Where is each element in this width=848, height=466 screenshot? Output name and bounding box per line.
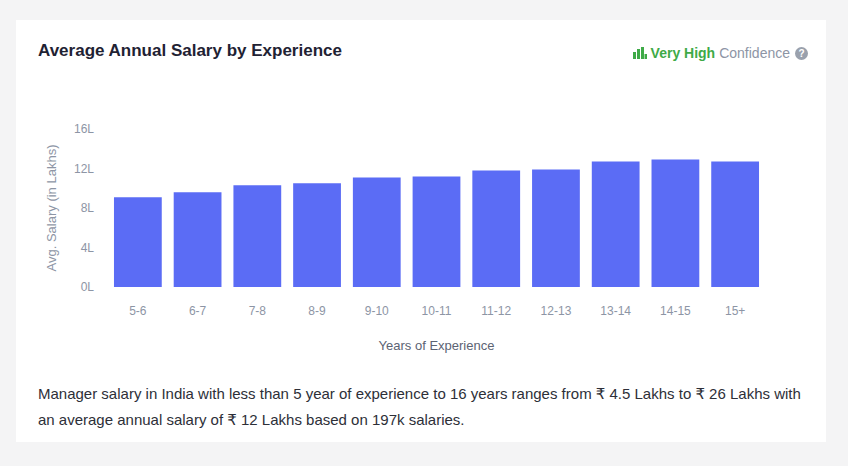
svg-text:Avg. Salary (in Lakhs): Avg. Salary (in Lakhs): [44, 145, 59, 272]
svg-text:7-8: 7-8: [249, 304, 267, 318]
svg-text:8-9: 8-9: [308, 304, 326, 318]
svg-text:9-10: 9-10: [365, 304, 389, 318]
svg-text:12L: 12L: [74, 162, 94, 176]
svg-text:6-7: 6-7: [189, 304, 207, 318]
svg-text:10-11: 10-11: [422, 304, 452, 318]
svg-text:12-13: 12-13: [541, 304, 572, 318]
svg-text:0L: 0L: [81, 280, 95, 294]
svg-text:4L: 4L: [81, 241, 95, 255]
html-text:Manager salary in India with l: Manager salary in India with less than 5…: [38, 385, 801, 428]
svg-text:Years of Experience: Years of Experience: [379, 338, 495, 353]
svg-text:13-14: 13-14: [600, 304, 631, 318]
svg-text:14-15: 14-15: [660, 304, 691, 318]
svg-text:15+: 15+: [725, 304, 745, 318]
svg-text:5-6: 5-6: [129, 304, 147, 318]
html-text:Very High Confidence: Very High Confidence: [650, 45, 790, 61]
svg-text:16L: 16L: [74, 122, 94, 136]
svg-text:11-12: 11-12: [481, 304, 511, 318]
svg-text:8L: 8L: [81, 201, 95, 215]
html-text:Average Annual Salary by Exper: Average Annual Salary by Experience: [38, 41, 342, 60]
